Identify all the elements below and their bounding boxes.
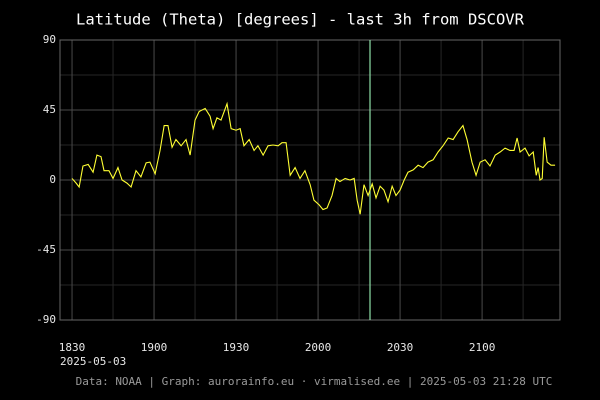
y-tick-label: -90 bbox=[36, 313, 56, 326]
chart-title: Latitude (Theta) [degrees] - last 3h fro… bbox=[76, 11, 525, 29]
x-tick-label: 2100 bbox=[469, 341, 496, 354]
data-line bbox=[71, 101, 556, 215]
x-tick-label: 2030 bbox=[387, 341, 414, 354]
y-tick-label: 90 bbox=[43, 33, 56, 46]
y-tick-label: 0 bbox=[49, 173, 56, 186]
plot-frame bbox=[59, 39, 561, 321]
x-tick-label: 1900 bbox=[141, 341, 168, 354]
y-tick-label: -45 bbox=[36, 243, 56, 256]
x-date-label: 2025-05-03 bbox=[60, 355, 126, 368]
x-tick-label: 1830 bbox=[59, 341, 86, 354]
x-tick-label: 1930 bbox=[223, 341, 250, 354]
y-tick-label: 45 bbox=[43, 103, 56, 116]
x-tick-label: 2000 bbox=[305, 341, 332, 354]
footer: Data: NOAA | Graph: aurorainfo.eu · virm… bbox=[76, 375, 553, 388]
